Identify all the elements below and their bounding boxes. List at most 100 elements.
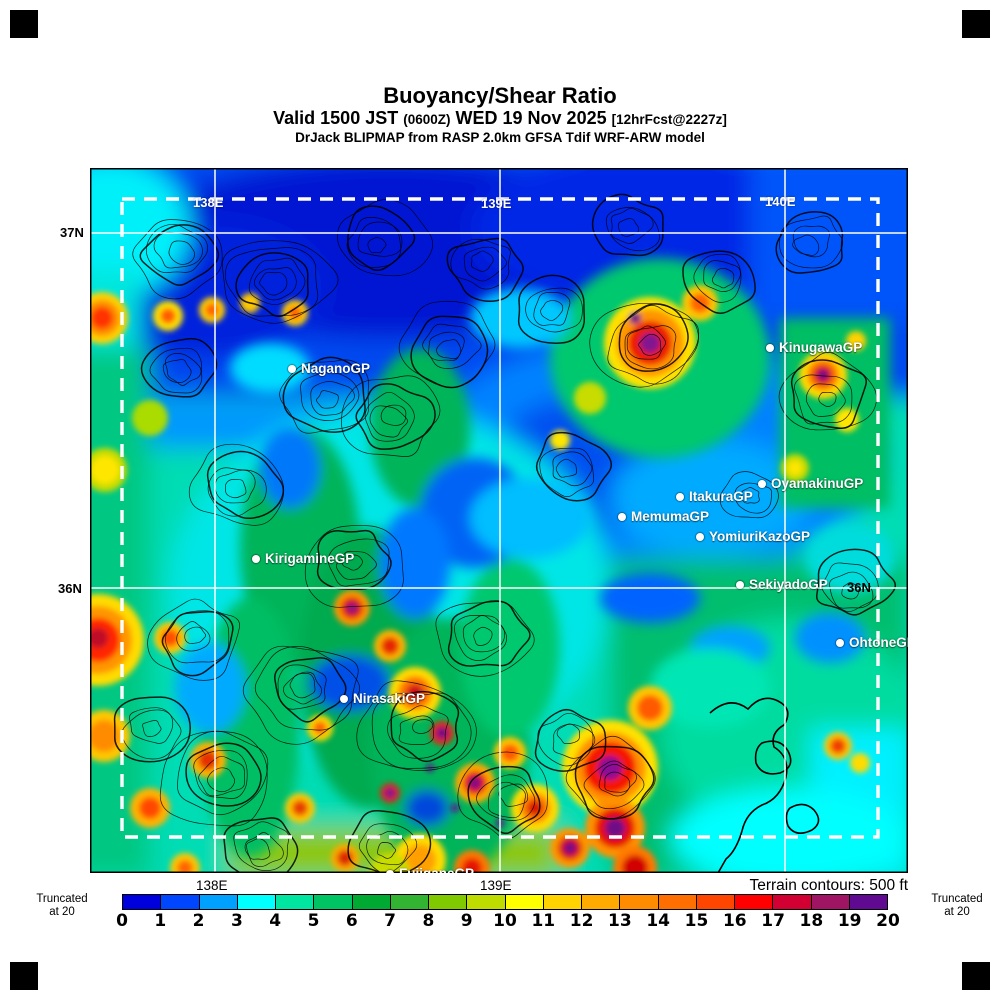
colorbar-value-19: 19 xyxy=(837,911,862,931)
site-label: OhtoneGP xyxy=(849,635,908,651)
colorbar-cell-7 xyxy=(390,895,429,909)
site-label: NirasakiGP xyxy=(353,691,426,707)
site-marker-YomiuriKazoGP: YomiuriKazoGP xyxy=(696,528,810,546)
site-label: OyamakinuGP xyxy=(771,476,864,492)
site-marker-NaganoGP: NaganoGP xyxy=(288,360,370,378)
site-dot xyxy=(288,364,296,373)
colorbar-value-7: 7 xyxy=(384,911,397,931)
colorbar-cell-2 xyxy=(199,895,238,909)
colorbar-value-6: 6 xyxy=(345,911,358,931)
site-marker-SekiyadoGP: SekiyadoGP xyxy=(736,576,828,594)
model-line: DrJack BLIPMAP from RASP 2.0km GFSA Tdif… xyxy=(295,130,705,145)
lon-label-138E-inside: 138E xyxy=(193,195,224,210)
colorbar-value-0: 0 xyxy=(116,911,128,931)
colorbar-cell-8 xyxy=(429,895,468,909)
site-marker-OyamakinuGP: OyamakinuGP xyxy=(758,475,863,493)
valid-date: WED 19 Nov 2025 xyxy=(455,108,607,128)
colorbar-cell-5 xyxy=(314,895,353,909)
colorbar-value-1: 1 xyxy=(154,911,167,931)
terrain-contours-note: Terrain contours: 500 ft xyxy=(749,877,908,894)
field-hotspot-layer xyxy=(90,285,870,873)
site-label: KinugawaGP xyxy=(779,340,863,356)
coastline xyxy=(709,697,820,873)
colorbar-cell-18 xyxy=(811,895,850,909)
truncated-right-line2: at 20 xyxy=(944,906,970,918)
lon-label-138E-bottom: 138E xyxy=(196,878,228,893)
colorbar-value-5: 5 xyxy=(307,911,320,931)
truncated-note-right: Truncated at 20 xyxy=(912,893,1000,919)
colorbar-cell-10 xyxy=(505,895,544,909)
site-marker-KirigamineGP: KirigamineGP xyxy=(252,550,354,568)
site-dot xyxy=(758,479,766,488)
site-label: MemumaGP xyxy=(631,509,710,525)
lon-label-139E-inside: 139E xyxy=(481,196,512,211)
site-dot xyxy=(618,512,626,521)
corner-mark-top-right xyxy=(962,10,990,38)
colorbar-value-3: 3 xyxy=(230,911,243,931)
colorbar-cell-3 xyxy=(237,895,276,909)
terrain-contours xyxy=(113,193,897,873)
site-label: SekiyadoGP xyxy=(749,577,828,593)
colorbar-cell-6 xyxy=(352,895,391,909)
lat-label-37N-left: 37N xyxy=(60,225,84,240)
site-marker-NirasakiGP: NirasakiGP xyxy=(340,690,425,708)
colorbar-cell-13 xyxy=(620,895,659,909)
corner-mark-top-left xyxy=(10,10,38,38)
colorbar-value-4: 4 xyxy=(269,911,282,931)
site-marker-FujiganeGP: FujiganeGP xyxy=(386,865,474,873)
colorbar-value-20: 20 xyxy=(876,911,900,931)
colorbar-value-14: 14 xyxy=(646,911,671,931)
site-marker-KinugawaGP: KinugawaGP xyxy=(766,339,862,357)
site-dot xyxy=(836,638,844,647)
colorbar-cell-1 xyxy=(161,895,200,909)
colorbar-swatches xyxy=(122,894,888,910)
site-dot xyxy=(340,694,348,703)
site-marker-OhtoneGP: OhtoneGP xyxy=(836,634,908,652)
colorbar-cell-17 xyxy=(773,895,812,909)
lon-label-140E-inside: 140E xyxy=(765,194,796,209)
site-label: YomiuriKazoGP xyxy=(709,529,811,545)
site-label: ItakuraGP xyxy=(689,489,753,505)
corner-mark-bottom-right xyxy=(962,962,990,990)
lat-label-36N-left: 36N xyxy=(58,581,82,596)
corner-mark-bottom-left xyxy=(10,962,38,990)
colorbar-value-10: 10 xyxy=(493,911,517,931)
colorbar-value-9: 9 xyxy=(460,911,473,931)
lat-label-36N-right: 36N xyxy=(847,580,871,595)
site-label: FujiganeGP xyxy=(399,866,474,873)
blipmap-field xyxy=(90,168,908,873)
site-marker-MemumaGP: MemumaGP xyxy=(618,508,709,526)
site-dot xyxy=(252,554,260,563)
forecast-tag: [12hrFcst@2227z] xyxy=(611,112,727,127)
site-dot xyxy=(676,492,684,501)
colorbar-value-18: 18 xyxy=(799,911,824,931)
map-area: 138E 139E 140E 36N NaganoGP KinugawaGP Oya… xyxy=(90,168,908,873)
colorbar-cell-9 xyxy=(467,895,506,909)
colorbar-value-2: 2 xyxy=(192,911,205,931)
colorbar-cell-14 xyxy=(658,895,697,909)
colorbar-cell-16 xyxy=(735,895,774,909)
colorbar-value-15: 15 xyxy=(684,911,709,931)
colorbar-value-17: 17 xyxy=(761,911,785,931)
colorbar-value-16: 16 xyxy=(722,911,747,931)
colorbar-cell-0 xyxy=(123,895,162,909)
valid-time-line: Valid 1500 JST (0600Z) WED 19 Nov 2025 [… xyxy=(0,108,1000,130)
truncated-left-line1: Truncated xyxy=(36,893,88,905)
header: Buoyancy/Shear Ratio Valid 1500 JST (060… xyxy=(0,84,1000,146)
domain-boundary xyxy=(120,197,880,839)
truncated-note-left: Truncated at 20 xyxy=(17,893,107,919)
graticule xyxy=(90,168,908,873)
map-frame xyxy=(90,168,908,873)
colorbar-cell-12 xyxy=(582,895,621,909)
site-label: NaganoGP xyxy=(301,361,371,377)
colorbar-cell-4 xyxy=(276,895,315,909)
colorbar-cell-15 xyxy=(696,895,735,909)
site-dot xyxy=(696,532,704,541)
colorbar-value-12: 12 xyxy=(569,911,594,931)
colorbar-cell-11 xyxy=(543,895,582,909)
site-label: KirigamineGP xyxy=(265,551,355,567)
site-marker-ItakuraGP: ItakuraGP xyxy=(676,488,753,506)
colorbar-cell-19 xyxy=(849,895,887,909)
chart-title: Buoyancy/Shear Ratio xyxy=(383,83,617,108)
